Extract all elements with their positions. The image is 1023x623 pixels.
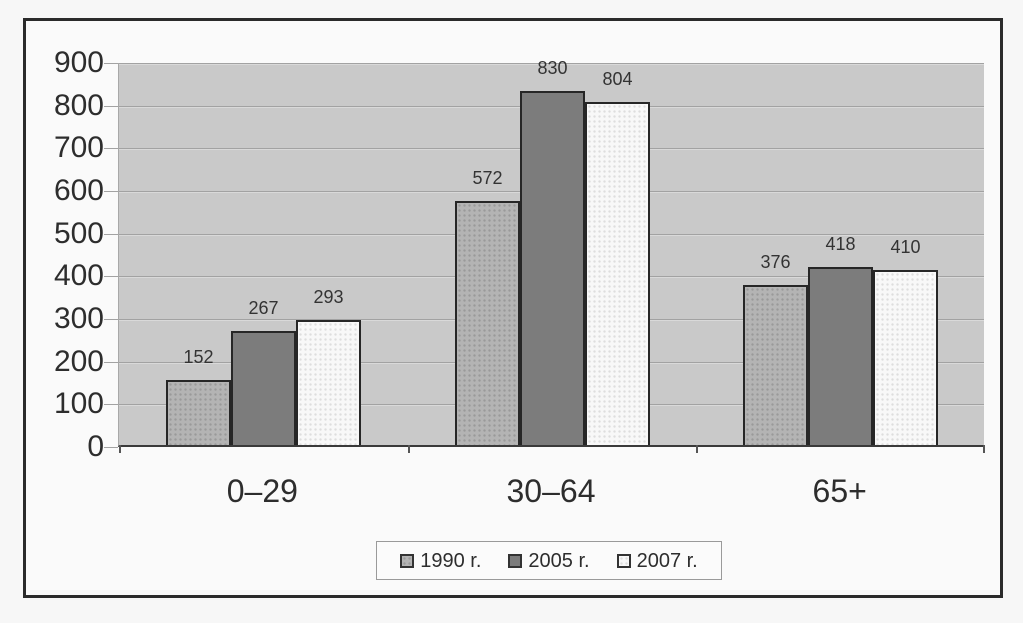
- y-axis-tick: [104, 276, 118, 278]
- y-axis-tick: [104, 233, 118, 235]
- y-axis-label-0: 0: [87, 430, 104, 463]
- y-axis-label-600: 600: [53, 174, 104, 207]
- bar-value-label: 804: [602, 69, 633, 89]
- bar-value-label: 418: [825, 234, 856, 254]
- bar-2005r-3064: [520, 91, 585, 445]
- bar-value-label: 152: [183, 347, 214, 367]
- bar-value-label: 410: [890, 237, 921, 257]
- y-axis-label-300: 300: [53, 302, 104, 335]
- y-axis-tick: [104, 105, 118, 107]
- y-axis-tick: [104, 191, 118, 192]
- plot-area: 152 267 293 572 830 804 376 418 410: [118, 58, 985, 453]
- bar-2007r-3064: [585, 102, 650, 445]
- y-axis-label-500: 500: [53, 216, 104, 250]
- x-axis-tick: [408, 445, 410, 453]
- legend: 1990 r. 2005 r. 2007 r.: [376, 541, 722, 580]
- legend-swatch-icon: [400, 553, 415, 568]
- legend-item-1990r: 1990 r.: [400, 550, 481, 572]
- x-axis-tick: [119, 445, 121, 453]
- legend-label: 2007 r.: [636, 549, 698, 572]
- x-axis-label-65: 65+: [812, 473, 867, 509]
- y-axis-label-900: 900: [53, 46, 104, 79]
- legend-item-2007r: 2007 r.: [616, 549, 698, 572]
- bar-2007r-029: [296, 320, 361, 445]
- y-axis-label-100: 100: [53, 387, 104, 421]
- bar-value-label: 376: [760, 252, 791, 272]
- y-axis-tick: [104, 404, 118, 406]
- y-axis-label-800: 800: [53, 88, 104, 122]
- chart-frame: 152 267 293 572 830 804 376 418 410 0 100 200 300 40…: [23, 18, 1003, 598]
- x-axis-tick: [696, 445, 698, 453]
- y-axis-tick: [104, 361, 118, 363]
- legend-label: 1990 r.: [420, 549, 482, 572]
- bar-1990r-65: [743, 285, 808, 445]
- y-axis-tick: [104, 63, 118, 64]
- y-axis-tick: [104, 447, 118, 448]
- bar-2005r-65: [808, 267, 873, 445]
- x-axis-tick: [983, 445, 985, 453]
- x-axis-label-029: 0–29: [226, 473, 298, 509]
- y-axis-label-400: 400: [53, 259, 104, 293]
- bar-value-label: 293: [313, 287, 344, 307]
- legend-item-2005r: 2005 r.: [508, 549, 590, 572]
- bar-2007r-65: [873, 270, 938, 445]
- y-axis-tick: [104, 148, 118, 150]
- bar-value-label: 572: [472, 168, 503, 188]
- y-axis-label-200: 200: [53, 344, 104, 378]
- legend-swatch-icon: [616, 553, 631, 568]
- bar-value-label: 267: [248, 298, 279, 318]
- bar-1990r-029: [166, 380, 231, 445]
- bar-1990r-3064: [455, 201, 520, 445]
- x-axis-label-3064: 30–64: [506, 473, 596, 509]
- bar-value-label: 830: [537, 58, 568, 78]
- legend-label: 2005 r.: [528, 549, 590, 572]
- y-axis-label-700: 700: [53, 131, 104, 165]
- legend-swatch-icon: [508, 553, 523, 568]
- bar-2005r-029: [231, 331, 296, 445]
- y-axis-tick: [104, 319, 118, 320]
